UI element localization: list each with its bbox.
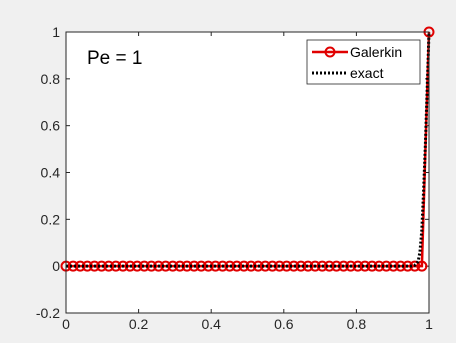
legend-exact-label: exact — [350, 65, 384, 81]
legend-box — [306, 39, 421, 85]
series-point-galerkin — [359, 260, 371, 272]
series-point-galerkin — [395, 260, 407, 272]
series-point-galerkin — [195, 260, 207, 272]
series-point-galerkin — [167, 260, 179, 272]
x-tick-label: 0.6 — [274, 316, 294, 332]
y-tick-label: 0.8 — [41, 71, 61, 87]
y-tick-label: 0.6 — [41, 118, 61, 134]
y-tick-label: 0.2 — [41, 211, 61, 227]
axes-box — [65, 31, 430, 314]
x-tick-label: 0.8 — [347, 316, 367, 332]
x-tick-label: 0 — [62, 316, 70, 332]
series-point-galerkin — [67, 260, 79, 272]
series-point-galerkin — [259, 260, 271, 272]
x-tick-label: 0.4 — [201, 316, 221, 332]
x-ticks: 0 0.2 0.4 0.6 0.8 1 — [62, 32, 433, 332]
series-line-exact — [66, 31, 431, 268]
series-point-galerkin — [323, 260, 335, 272]
series-point-galerkin — [231, 260, 243, 272]
series-point-galerkin — [295, 260, 307, 272]
legend-galerkin-label: Galerkin — [350, 44, 402, 60]
series-layer — [60, 26, 435, 272]
legend-galerkin-marker — [324, 46, 336, 58]
x-tick-label: 1 — [425, 316, 433, 332]
legend: Galerkin exact — [306, 39, 421, 85]
series-point-galerkin — [387, 260, 399, 272]
y-tick-label: 1 — [52, 24, 60, 40]
series-point-galerkin — [131, 260, 143, 272]
x-tick-label: 0.2 — [129, 316, 149, 332]
pe-annotation: Pe = 1 — [87, 48, 142, 69]
y-tick-label: 0.4 — [41, 165, 61, 181]
y-tick-label: -0.2 — [36, 305, 60, 321]
series-point-galerkin — [103, 260, 115, 272]
y-tick-label: 0 — [52, 258, 60, 274]
series-point-galerkin — [416, 260, 428, 272]
